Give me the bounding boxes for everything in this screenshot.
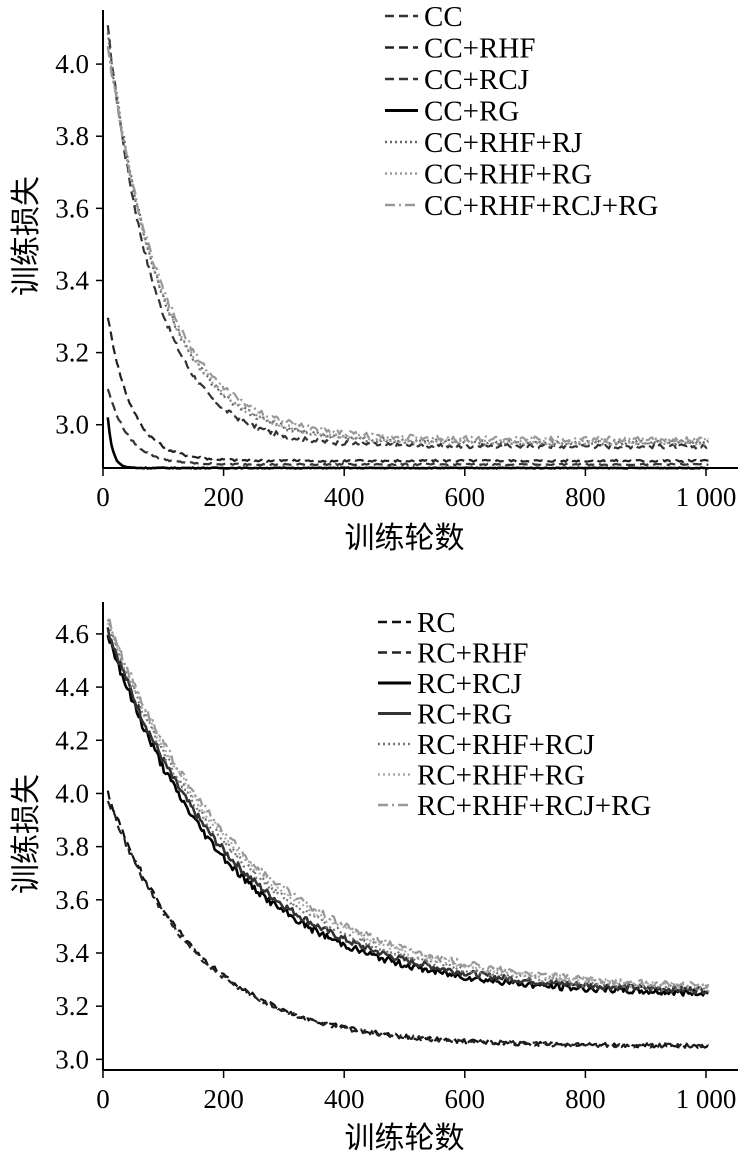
legend-label: CC+RHF+RG	[424, 159, 592, 191]
series-line-rc-rhf	[106, 800, 709, 1049]
y-tick-label: 4.4	[55, 672, 89, 702]
y-tick-label: 3.2	[55, 991, 89, 1021]
y-tick-label: 3.0	[55, 1044, 89, 1074]
y-tick-label: 3.6	[55, 885, 89, 915]
legend-label: RC+RHF+RCJ+RG	[417, 790, 651, 822]
legend-label: CC+RCJ	[424, 64, 529, 96]
series-line-rc	[106, 790, 710, 1049]
x-tick-label: 1 000	[676, 1084, 737, 1114]
series-line-cc-rhf-rj	[106, 32, 710, 447]
x-tick-label: 200	[203, 482, 244, 512]
y-tick-label: 4.0	[55, 49, 89, 79]
legend-label: RC+RHF+RCJ	[417, 729, 595, 761]
y-tick-label: 3.0	[55, 410, 89, 440]
y-tick-label: 3.8	[55, 832, 89, 862]
y-tick-label: 3.4	[55, 938, 89, 968]
series-line-cc-rcj	[106, 388, 709, 467]
x-tick-label: 800	[565, 482, 606, 512]
y-tick-label: 4.6	[55, 619, 89, 649]
series-line-cc	[106, 25, 710, 450]
chart-top: 0 200 400 600 800 1 000 3.0 3.2 3.4 3.6 3.8 4.0 训练轮数…	[10, 1, 738, 555]
y-tick-label: 3.8	[55, 121, 89, 151]
y-tick-label: 4.0	[55, 778, 89, 808]
legend-label: CC+RHF	[424, 33, 535, 65]
y-tick-label: 3.2	[55, 338, 89, 368]
series-line-cc-rhf	[106, 317, 709, 463]
legend-label: CC+RHF+RJ	[424, 127, 582, 159]
legend-label: RC+RCJ	[417, 668, 522, 700]
series-line-cc-rhf-rcj-rg	[106, 47, 710, 443]
x-tick-label: 400	[324, 1084, 365, 1114]
x-tick-label: 600	[445, 482, 486, 512]
series-line-rc-rhf-rcj	[106, 619, 710, 993]
series-line-cc-rg	[106, 417, 709, 470]
legend-label: RC+RHF	[417, 638, 528, 670]
x-tick-label: 1 000	[676, 482, 737, 512]
y-tick-label: 4.2	[55, 725, 89, 755]
legend-label: CC+RG	[424, 96, 519, 128]
x-tick-label: 400	[324, 482, 365, 512]
series-line-rc-rg	[106, 627, 709, 995]
x-tick-label: 200	[203, 1084, 244, 1114]
x-tick-label: 800	[565, 1084, 606, 1114]
legend-label: RC+RHF+RG	[417, 760, 585, 792]
y-axis-label: 训练损失	[10, 774, 43, 894]
x-tick-label: 0	[96, 482, 110, 512]
series-line-cc-rhf-rg	[106, 45, 710, 447]
chart-bottom: 0 200 400 600 800 1 000 3.0 3.2 3.4 3.6 3.8 4.0 4.2 4…	[10, 602, 738, 1155]
y-axis-label: 训练损失	[10, 176, 43, 296]
y-tick-label: 3.4	[55, 265, 89, 295]
legend: CCCC+RHFCC+RCJCC+RGCC+RHF+RJCC+RHF+RGCC+…	[385, 1, 658, 222]
x-axis-label: 训练轮数	[345, 1122, 465, 1155]
x-axis-label: 训练轮数	[345, 522, 465, 555]
series-line-rc-rhf-rg	[106, 620, 710, 990]
series-line-rc-rhf-rcj-rg	[107, 618, 710, 990]
x-tick-label: 600	[445, 1084, 486, 1114]
legend-label: CC+RHF+RCJ+RG	[424, 190, 658, 222]
x-tick-label: 0	[96, 1084, 110, 1114]
legend-label: RC	[417, 607, 456, 639]
y-tick-label: 3.6	[55, 193, 89, 223]
legend-label: CC	[424, 1, 463, 33]
legend-label: RC+RG	[417, 699, 512, 731]
legend: RCRC+RHFRC+RCJRC+RGRC+RHF+RCJRC+RHF+RGRC…	[378, 607, 651, 822]
